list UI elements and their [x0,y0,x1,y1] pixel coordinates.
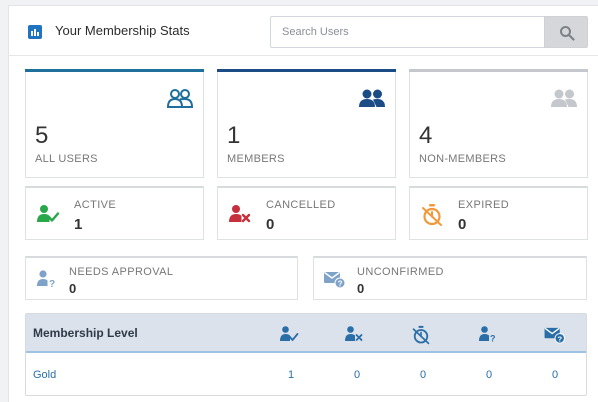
all-users-count: 5 [35,122,49,149]
card-unconfirmed[interactable]: ? UNCONFIRMED 0 [313,256,587,300]
cancelled-count: 0 [266,216,275,233]
card-cancelled[interactable]: CANCELLED 0 [217,186,396,240]
cancelled-label: CANCELLED [266,199,336,211]
user-question-icon: ? [36,269,56,294]
level-name-link[interactable]: Gold [33,369,57,381]
users-filled-icon [358,88,386,113]
user-x-icon [344,325,364,348]
search-button[interactable] [544,16,588,48]
needs-approval-label: NEEDS APPROVAL [69,266,174,278]
users-grey-icon [550,88,578,113]
user-check-icon [36,204,60,229]
mail-question-icon: ? [544,325,566,349]
search-input[interactable] [270,16,544,48]
card-expired[interactable]: EXPIRED 0 [409,186,588,240]
svg-text:?: ? [338,280,343,289]
unconfirmed-label: UNCONFIRMED [357,266,444,278]
svg-text:?: ? [557,335,562,344]
card-members[interactable]: 1 MEMBERS [217,69,396,178]
membership-level-table: Membership Level ? ? Gold 1 0 0 0 0 [25,313,587,396]
user-x-icon [228,204,252,229]
user-question-icon: ? [478,325,498,348]
page-title: Your Membership Stats [55,23,190,38]
card-accent [25,69,204,72]
search-icon [560,26,575,41]
users-outline-icon [166,88,194,113]
bar-chart-icon [28,25,42,39]
card-active[interactable]: ACTIVE 1 [25,186,204,240]
card-accent [217,69,396,72]
all-users-label: ALL USERS [35,153,98,165]
expired-count: 0 [458,216,467,233]
stopwatch-off-icon [411,325,431,350]
svg-text:?: ? [490,334,496,344]
cancelled-cell-link[interactable]: 0 [354,369,361,381]
needs-approval-cell-link[interactable]: 0 [486,369,493,381]
card-non-members[interactable]: 4 NON-MEMBERS [409,69,588,178]
non-members-count: 4 [419,122,433,149]
card-accent [409,69,588,72]
membership-stats-panel: Your Membership Stats 5 ALL USERS 1 MEMB… [8,5,598,402]
table-row[interactable]: Gold 1 0 0 0 0 [26,355,586,395]
column-header-membership-level: Membership Level [33,326,138,340]
user-check-icon [279,325,299,348]
active-label: ACTIVE [74,199,117,211]
active-count: 1 [74,216,83,233]
members-count: 1 [227,122,241,149]
needs-approval-count: 0 [69,281,77,296]
non-members-label: NON-MEMBERS [419,153,507,165]
expired-label: EXPIRED [458,199,510,211]
svg-text:?: ? [49,279,55,289]
expired-cell-link[interactable]: 0 [420,369,427,381]
stopwatch-off-icon [420,204,444,231]
card-all-users[interactable]: 5 ALL USERS [25,69,204,178]
active-cell-link[interactable]: 1 [288,369,295,381]
unconfirmed-cell-link[interactable]: 0 [552,369,559,381]
card-needs-approval[interactable]: ? NEEDS APPROVAL 0 [25,256,298,300]
table-header: Membership Level ? ? [26,314,586,353]
unconfirmed-count: 0 [357,281,365,296]
mail-question-icon: ? [324,269,346,294]
members-label: MEMBERS [227,153,285,165]
panel-header: Your Membership Stats [9,6,598,56]
